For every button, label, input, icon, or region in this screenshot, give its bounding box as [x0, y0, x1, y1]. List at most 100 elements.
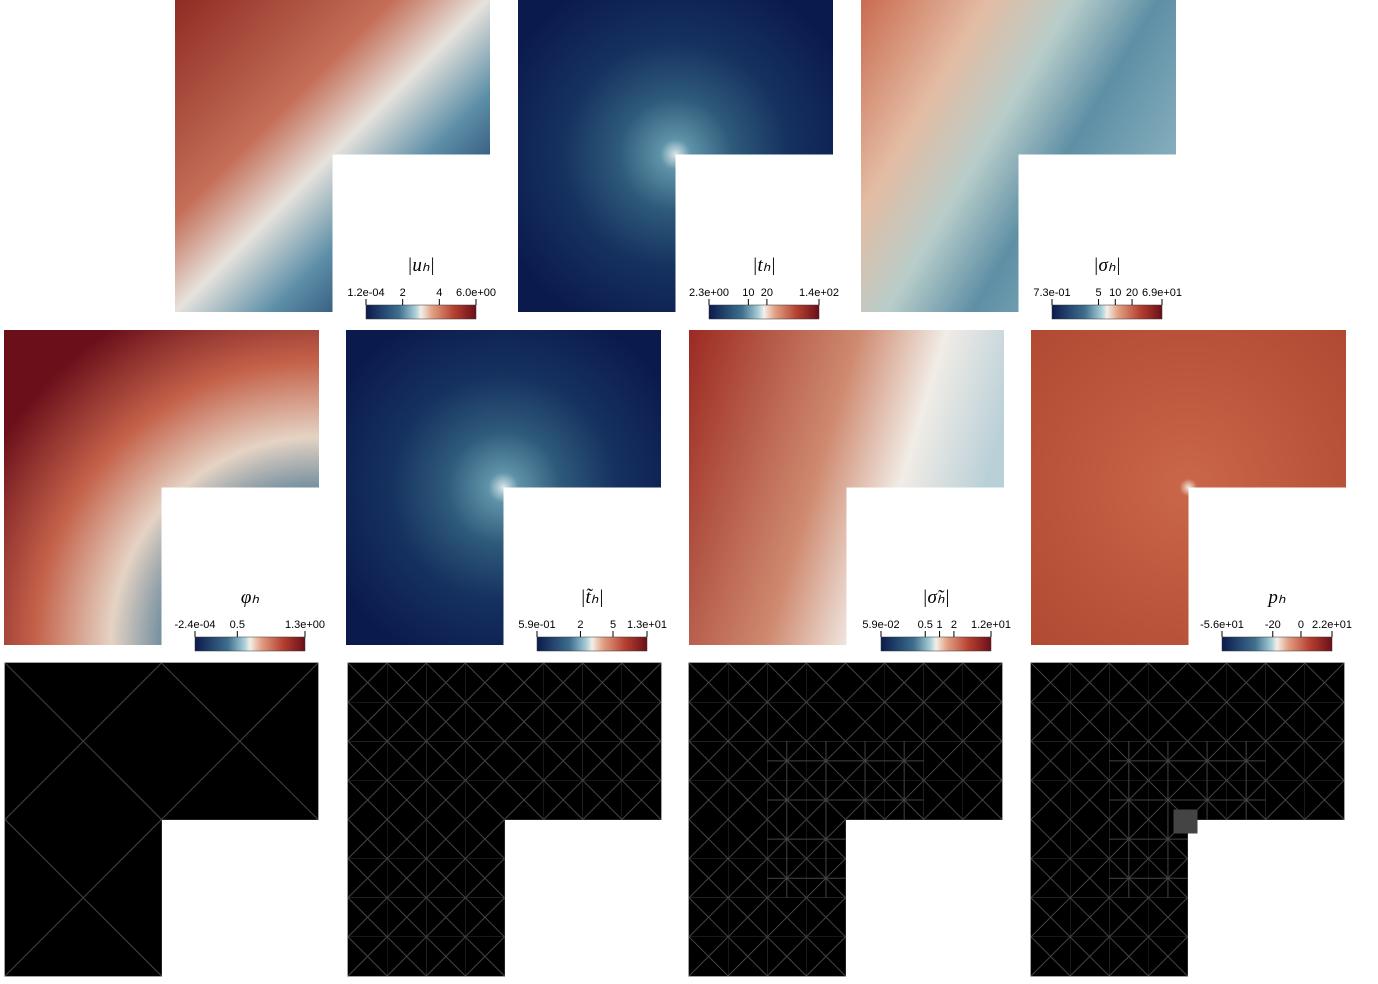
colorbar-tick-label: 1.4e+02	[799, 287, 839, 299]
mesh-edge	[621, 662, 662, 703]
mesh-edge	[1030, 701, 1071, 742]
mesh-edge	[1030, 936, 1071, 977]
colorbar-tick-label: 2	[577, 619, 583, 631]
mesh-edge	[161, 662, 319, 820]
mesh-edge	[727, 897, 768, 938]
mesh-edge	[1148, 897, 1188, 938]
colorbar-tick-label: 2	[951, 619, 957, 631]
colorbar-tick-label: 2	[400, 287, 406, 299]
mesh-edge	[465, 740, 505, 781]
mesh-edge	[347, 701, 388, 742]
mesh-edge	[923, 662, 964, 703]
mesh-edge	[727, 858, 768, 899]
mesh-edge	[1030, 819, 1071, 859]
mesh-edge	[727, 780, 768, 820]
mesh-edge	[1069, 701, 1110, 742]
mesh-edge	[621, 701, 662, 742]
colorbar	[708, 304, 820, 320]
mesh-edge	[504, 740, 544, 781]
mesh-edge	[688, 780, 729, 820]
mesh-edge	[425, 662, 466, 703]
mesh-edge	[425, 897, 466, 938]
mesh-edge	[425, 780, 466, 820]
mesh-edge	[465, 780, 505, 820]
mesh-edge	[4, 819, 162, 977]
mesh-edge	[845, 662, 885, 703]
colorbar-tick-label: 10	[742, 287, 754, 299]
colorbar-label: |t̃ₕ|	[580, 587, 603, 608]
mesh-edge	[727, 701, 768, 742]
mesh-edge	[1069, 897, 1110, 938]
mesh	[688, 662, 1003, 977]
colorbar	[365, 304, 477, 320]
mesh-edge	[884, 701, 925, 742]
mesh-edge	[543, 740, 584, 781]
mesh-edge	[806, 897, 846, 938]
mesh-edge	[621, 740, 662, 781]
mesh-edge	[386, 897, 427, 938]
field-plot	[175, 0, 490, 312]
colorbar-tick-label: 1.3e+00	[285, 619, 325, 631]
mesh-edge	[582, 740, 623, 781]
colorbar-tick-label: 0.5	[230, 619, 245, 631]
colorbar-tick-label: 4	[436, 287, 442, 299]
colorbar-tick-label: -20	[1265, 619, 1281, 631]
mesh-edge	[1265, 740, 1306, 781]
mesh-edge	[884, 662, 925, 703]
mesh-edge	[347, 740, 388, 781]
mesh-edge	[347, 662, 388, 703]
mesh-edge	[465, 897, 505, 938]
mesh	[4, 662, 319, 977]
mesh-edge	[621, 780, 662, 820]
mesh-edge	[1148, 936, 1188, 977]
mesh-edge	[845, 701, 885, 742]
colorbar-label: |tₕ|	[752, 255, 775, 276]
mesh-edge	[465, 858, 505, 899]
colorbar	[536, 636, 648, 652]
mesh-edge	[582, 701, 623, 742]
mesh-edge	[347, 897, 388, 938]
mesh-edge	[1069, 858, 1110, 899]
mesh-edge	[425, 936, 466, 977]
field-plot	[689, 330, 1004, 645]
mesh-edge	[582, 780, 623, 820]
mesh-edge	[386, 858, 427, 899]
mesh-edge	[1226, 662, 1267, 703]
colorbar-tick-label: 1	[937, 619, 943, 631]
mesh-edge	[923, 740, 964, 781]
colorbar	[194, 636, 306, 652]
mesh-edge	[962, 780, 1003, 820]
colorbar-tick-label: 5	[1095, 287, 1101, 299]
colorbar-tick-label: 0.5	[918, 619, 933, 631]
mesh-edge	[1030, 780, 1071, 820]
mesh-edge	[465, 936, 505, 977]
mesh-edge	[1108, 936, 1149, 977]
mesh-edge	[1304, 740, 1345, 781]
mesh-edge	[806, 936, 846, 977]
colorbar-tick-label: 1.3e+01	[627, 619, 667, 631]
mesh-edge	[504, 780, 544, 820]
mesh-edge	[1069, 740, 1110, 781]
mesh-edge	[1030, 662, 1071, 703]
colorbar-tick-label: 2.2e+01	[1312, 619, 1352, 631]
mesh-edge	[923, 780, 964, 820]
mesh-edge	[425, 858, 466, 899]
mesh-edge	[1187, 662, 1227, 703]
colorbar-tick-label: 5	[610, 619, 616, 631]
mesh-edge	[766, 936, 807, 977]
colorbar	[1221, 636, 1333, 652]
mesh-edge	[1148, 662, 1188, 703]
mesh-refined	[1173, 809, 1198, 834]
mesh	[347, 662, 662, 977]
mesh-edge	[543, 780, 584, 820]
mesh-edge	[727, 936, 768, 977]
mesh-edge	[1265, 780, 1306, 820]
mesh-edge	[806, 701, 846, 742]
mesh-edge	[1148, 701, 1188, 742]
mesh-edge	[1108, 662, 1149, 703]
mesh-edge	[386, 701, 427, 742]
mesh-edge	[962, 701, 1003, 742]
mesh-edge	[688, 740, 729, 781]
mesh-edge	[4, 662, 162, 820]
